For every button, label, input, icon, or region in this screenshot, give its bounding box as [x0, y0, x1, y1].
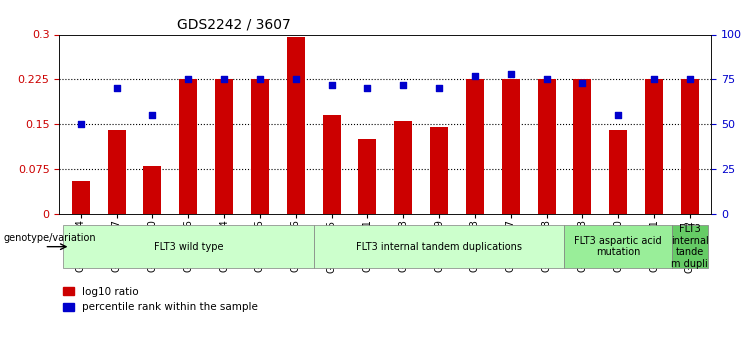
Bar [215, 79, 233, 214]
Point [576, 80, 588, 86]
Point [218, 77, 230, 82]
Bar [394, 121, 412, 214]
Point [254, 77, 266, 82]
Point [110, 86, 122, 91]
Point [397, 82, 409, 88]
FancyBboxPatch shape [63, 225, 313, 268]
Point [684, 77, 696, 82]
Text: FLT3
internal
tande
m dupli: FLT3 internal tande m dupli [671, 224, 708, 269]
Bar [574, 79, 591, 214]
Bar [645, 79, 663, 214]
Point [505, 71, 516, 77]
Point [147, 112, 159, 118]
Point [182, 77, 194, 82]
FancyBboxPatch shape [313, 225, 565, 268]
Point [325, 82, 337, 88]
Bar [144, 166, 162, 214]
Point [75, 121, 87, 127]
Text: FLT3 internal tandem duplications: FLT3 internal tandem duplications [356, 242, 522, 252]
Point [433, 86, 445, 91]
Bar [251, 79, 269, 214]
Point [469, 73, 481, 79]
Bar [502, 79, 519, 214]
Bar [179, 79, 197, 214]
Point [290, 77, 302, 82]
Point [362, 86, 373, 91]
Bar [466, 79, 484, 214]
Text: GDS2242 / 3607: GDS2242 / 3607 [176, 18, 290, 32]
Bar [72, 181, 90, 214]
Text: FLT3 wild type: FLT3 wild type [153, 242, 223, 252]
Bar [681, 79, 699, 214]
Point [541, 77, 553, 82]
FancyBboxPatch shape [565, 225, 672, 268]
Bar [537, 79, 556, 214]
Bar [322, 115, 341, 214]
Bar [107, 130, 125, 214]
Point [648, 77, 660, 82]
Bar [359, 139, 376, 214]
Bar [609, 130, 627, 214]
FancyBboxPatch shape [672, 225, 708, 268]
Text: FLT3 aspartic acid
mutation: FLT3 aspartic acid mutation [574, 236, 662, 257]
Legend: log10 ratio, percentile rank within the sample: log10 ratio, percentile rank within the … [59, 283, 262, 316]
Text: genotype/variation: genotype/variation [4, 233, 96, 243]
Bar [430, 127, 448, 214]
Point [612, 112, 624, 118]
Bar [287, 38, 305, 214]
